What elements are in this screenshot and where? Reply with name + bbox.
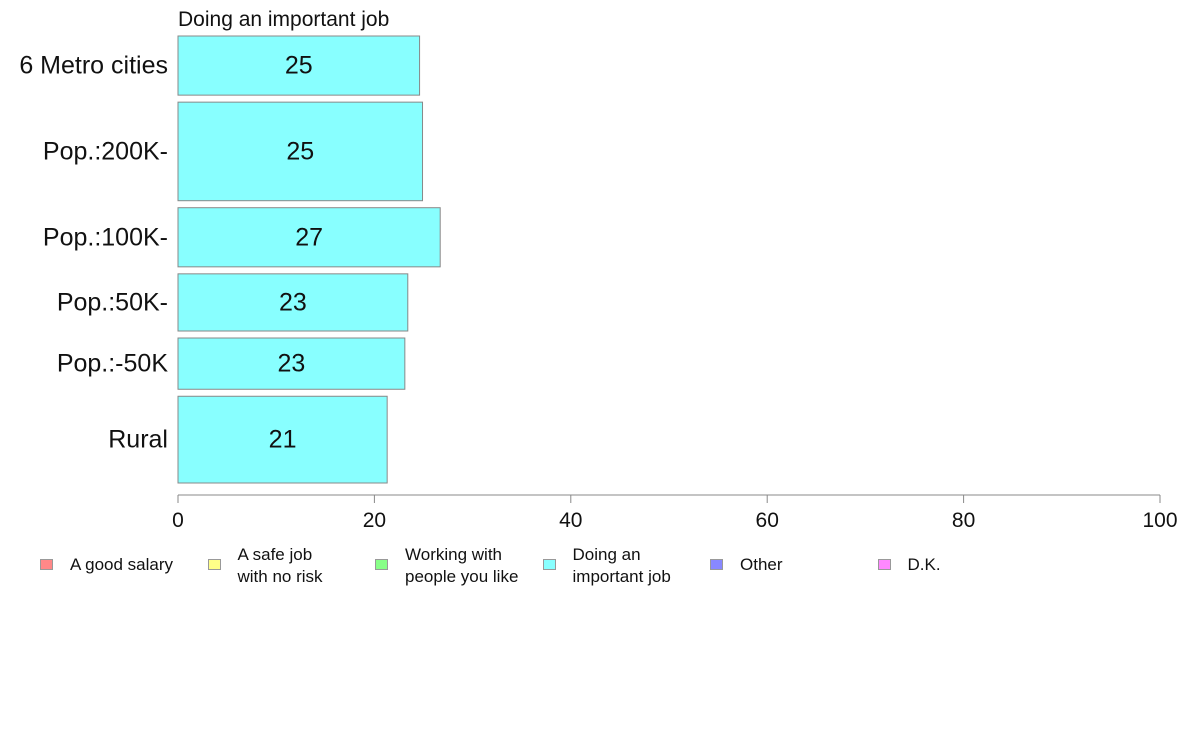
bar xyxy=(177,35,421,96)
x-tick-label: 60 xyxy=(756,509,779,532)
category-label: Pop.:100K- xyxy=(43,223,168,251)
x-tick-label: 20 xyxy=(363,509,386,532)
data-label: 25 xyxy=(285,52,313,80)
legend-swatch xyxy=(40,559,53,570)
bar xyxy=(177,207,441,268)
legend-swatch xyxy=(542,559,556,570)
data-label: 21 xyxy=(269,426,297,454)
legend-label: D.K. xyxy=(907,555,941,574)
data-label: 23 xyxy=(279,288,307,316)
x-tick-label: 40 xyxy=(559,509,582,532)
bar xyxy=(177,273,409,332)
chart-title: Doing an important job xyxy=(178,8,389,31)
legend-label: Doing an important job xyxy=(572,545,671,586)
bar-chart: Doing an important job 25 6 Metro cities 2… xyxy=(19,8,1178,532)
x-axis: 0 20 40 60 80 100 xyxy=(172,494,1178,532)
data-label: 25 xyxy=(286,137,314,165)
bar xyxy=(177,101,424,202)
category-label: Pop.:50K- xyxy=(57,288,168,316)
legend-swatch xyxy=(375,559,388,570)
category-label: Rural xyxy=(108,426,168,454)
category-label: Pop.:200K- xyxy=(43,137,168,165)
legend-label: A safe job with no risk xyxy=(237,545,323,586)
x-tick-label: 0 xyxy=(172,509,184,532)
x-tick-label: 80 xyxy=(952,509,975,532)
legend-swatch xyxy=(207,559,221,570)
legend-label: Working with people you like xyxy=(405,545,519,586)
legend: A good salary A safe job with no risk Work… xyxy=(0,544,1188,594)
category-label: Pop.:-50K xyxy=(57,350,169,378)
x-tick-label: 100 xyxy=(1142,509,1177,532)
legend-label: A good salary xyxy=(70,555,174,574)
data-label: 23 xyxy=(278,350,306,378)
legend-swatch xyxy=(877,559,891,570)
data-label: 27 xyxy=(295,223,323,251)
category-label: 6 Metro cities xyxy=(19,52,168,80)
bar xyxy=(177,337,406,390)
legend-swatch xyxy=(710,559,723,570)
bar xyxy=(177,395,388,484)
legend-label: Other xyxy=(740,555,783,574)
